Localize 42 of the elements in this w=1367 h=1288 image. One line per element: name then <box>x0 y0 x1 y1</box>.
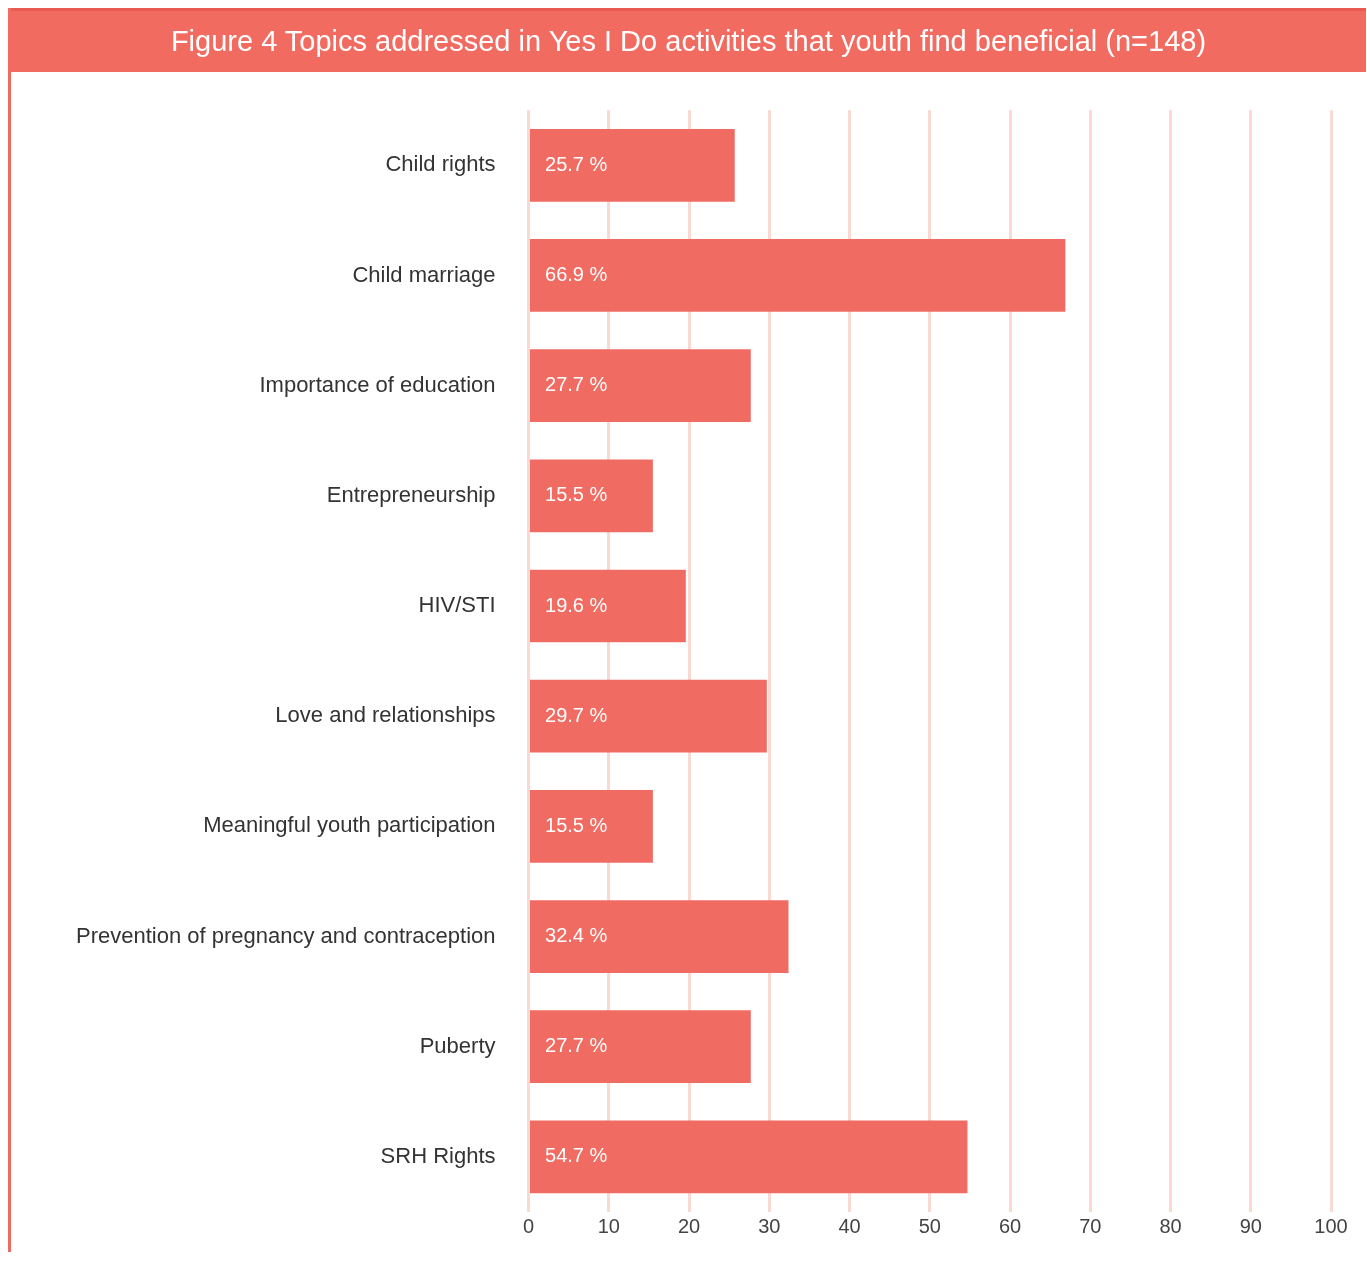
bar <box>530 900 789 973</box>
y-tick-label: Prevention of pregnancy and contraception <box>75 922 496 948</box>
chart-title: Figure 4 Topics addressed in Yes I Do activities that youth find beneficial (n=148) <box>11 8 1366 72</box>
data-label: 15.5 % <box>545 483 608 506</box>
bar <box>530 239 1066 312</box>
bar <box>530 349 751 423</box>
x-tick-label: 70 <box>1079 1214 1102 1237</box>
bar <box>530 459 653 533</box>
x-tick-label: 30 <box>758 1214 781 1237</box>
x-tick-label: 10 <box>597 1214 620 1237</box>
bar <box>530 1120 968 1194</box>
y-tick-label: Importance of education <box>259 371 496 397</box>
x-tick-label: 0 <box>522 1214 535 1237</box>
data-label: 15.5 % <box>545 813 608 836</box>
y-tick-label: Love and relationships <box>275 702 496 728</box>
y-tick-label: Puberty <box>419 1032 496 1058</box>
bar <box>530 569 686 643</box>
x-tick-label: 90 <box>1239 1214 1262 1237</box>
y-tick-label: Meaningful youth participation <box>203 812 496 838</box>
data-label: 54.7 % <box>545 1144 608 1167</box>
y-tick-label: Child rights <box>385 151 496 177</box>
x-tick-label: 40 <box>838 1214 861 1237</box>
data-label: 19.6 % <box>545 593 608 616</box>
y-tick-label: Entrepreneurship <box>326 481 496 507</box>
data-label: 66.9 % <box>545 262 608 285</box>
x-tick-label: 100 <box>1314 1214 1348 1237</box>
y-tick-label: HIV/STI <box>418 592 496 618</box>
bar <box>530 790 653 863</box>
y-tick-label: SRH Rights <box>380 1142 496 1168</box>
bar <box>530 128 735 202</box>
bar <box>530 1010 751 1084</box>
x-tick-label: 60 <box>998 1214 1022 1237</box>
data-label: 32.4 % <box>545 924 608 947</box>
x-tick-label: 20 <box>677 1214 701 1237</box>
data-label: 27.7 % <box>545 1034 608 1057</box>
bar <box>530 679 767 753</box>
data-label: 27.7 % <box>545 373 608 396</box>
y-tick-label: Child marriage <box>352 261 496 287</box>
data-label: 29.7 % <box>545 703 608 726</box>
x-tick-label: 80 <box>1159 1214 1182 1237</box>
x-tick-label: 50 <box>918 1214 941 1237</box>
data-label: 25.7 % <box>545 152 608 175</box>
